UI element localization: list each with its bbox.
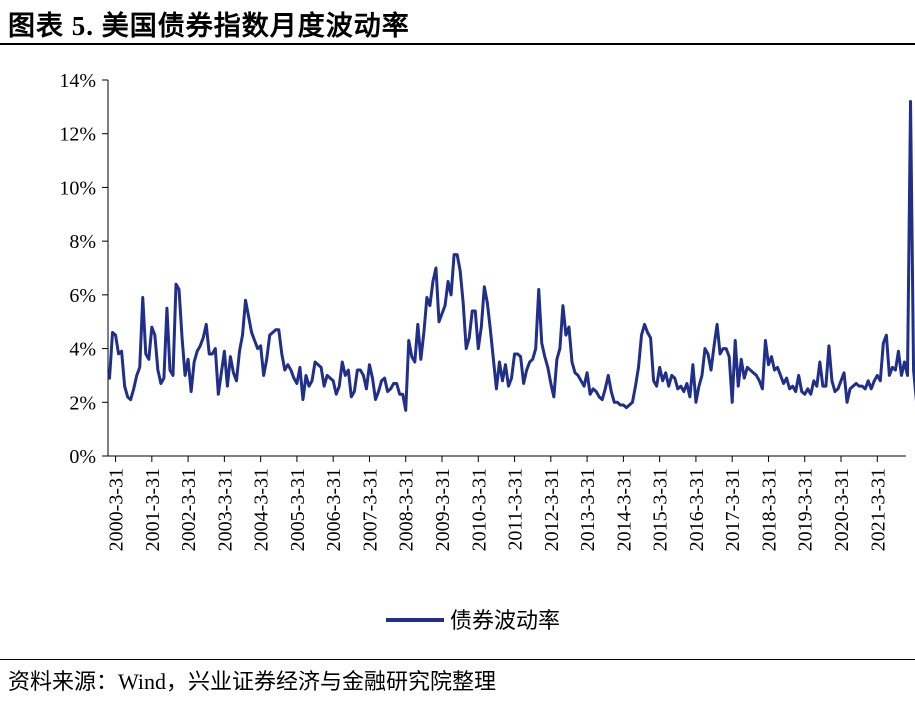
x-tick-label: 2021-3-31 bbox=[867, 468, 889, 551]
x-tick-label: 2003-3-31 bbox=[214, 468, 236, 551]
legend-label: 债券波动率 bbox=[450, 608, 560, 633]
y-tick-label: 12% bbox=[59, 124, 96, 146]
x-tick-label: 2013-3-31 bbox=[577, 468, 599, 551]
x-tick-label: 2010-3-31 bbox=[468, 468, 490, 551]
x-tick-label: 2001-3-31 bbox=[142, 468, 164, 551]
x-tick-label: 2019-3-31 bbox=[795, 468, 817, 551]
x-axis: 2000-3-31 2001-3-31 2002-3-31 2003-3-31 2004… bbox=[106, 455, 906, 551]
x-tick-label: 2015-3-31 bbox=[650, 468, 672, 551]
x-tick-label: 2004-3-31 bbox=[251, 468, 273, 551]
x-tick-label: 2009-3-31 bbox=[432, 468, 454, 551]
y-tick-label: 10% bbox=[59, 177, 96, 199]
x-tick-label: 2018-3-31 bbox=[758, 468, 780, 551]
x-tick-label: 2007-3-31 bbox=[359, 468, 381, 551]
y-tick-label: 0% bbox=[69, 446, 96, 468]
x-tick-label: 2008-3-31 bbox=[396, 468, 418, 551]
y-axis: 0% 2% 4% 6% 8% 10% 12% 14% bbox=[59, 70, 109, 468]
y-tick-label: 2% bbox=[69, 392, 96, 414]
series-line-bond-volatility bbox=[108, 99, 915, 412]
x-tick-label: 2014-3-31 bbox=[613, 468, 635, 551]
bond-volatility-line-chart: 0%2%4%6%8%10%12%14% 2000-3-31 2001-3-31 20… bbox=[59, 70, 915, 633]
source-note: 资料来源：Wind，兴业证券经济与金融研究院整理 bbox=[8, 669, 496, 694]
x-tick-label: 2012-3-31 bbox=[541, 468, 563, 551]
series-layer bbox=[108, 99, 915, 412]
x-tick-label: 2017-3-31 bbox=[722, 468, 744, 551]
source-divider bbox=[0, 659, 915, 660]
x-tick-label: 2020-3-31 bbox=[831, 468, 853, 551]
x-tick-label: 2005-3-31 bbox=[287, 468, 309, 551]
y-tick-label: 8% bbox=[69, 231, 96, 253]
y-tick-label: 4% bbox=[69, 339, 96, 361]
x-tick-label: 2000-3-31 bbox=[106, 468, 128, 551]
title-divider bbox=[0, 43, 915, 45]
y-tick-label: 14% bbox=[59, 70, 96, 92]
legend: 债券波动率 bbox=[386, 608, 560, 633]
x-tick-label: 2006-3-31 bbox=[323, 468, 345, 551]
figure-title: 图表 5. 美国债券指数月度波动率 bbox=[8, 11, 410, 41]
x-tick-label: 2002-3-31 bbox=[178, 468, 200, 551]
y-tick-label: 6% bbox=[69, 285, 96, 307]
x-tick-label: 2016-3-31 bbox=[686, 468, 708, 551]
x-tick-label: 2011-3-31 bbox=[505, 468, 527, 551]
